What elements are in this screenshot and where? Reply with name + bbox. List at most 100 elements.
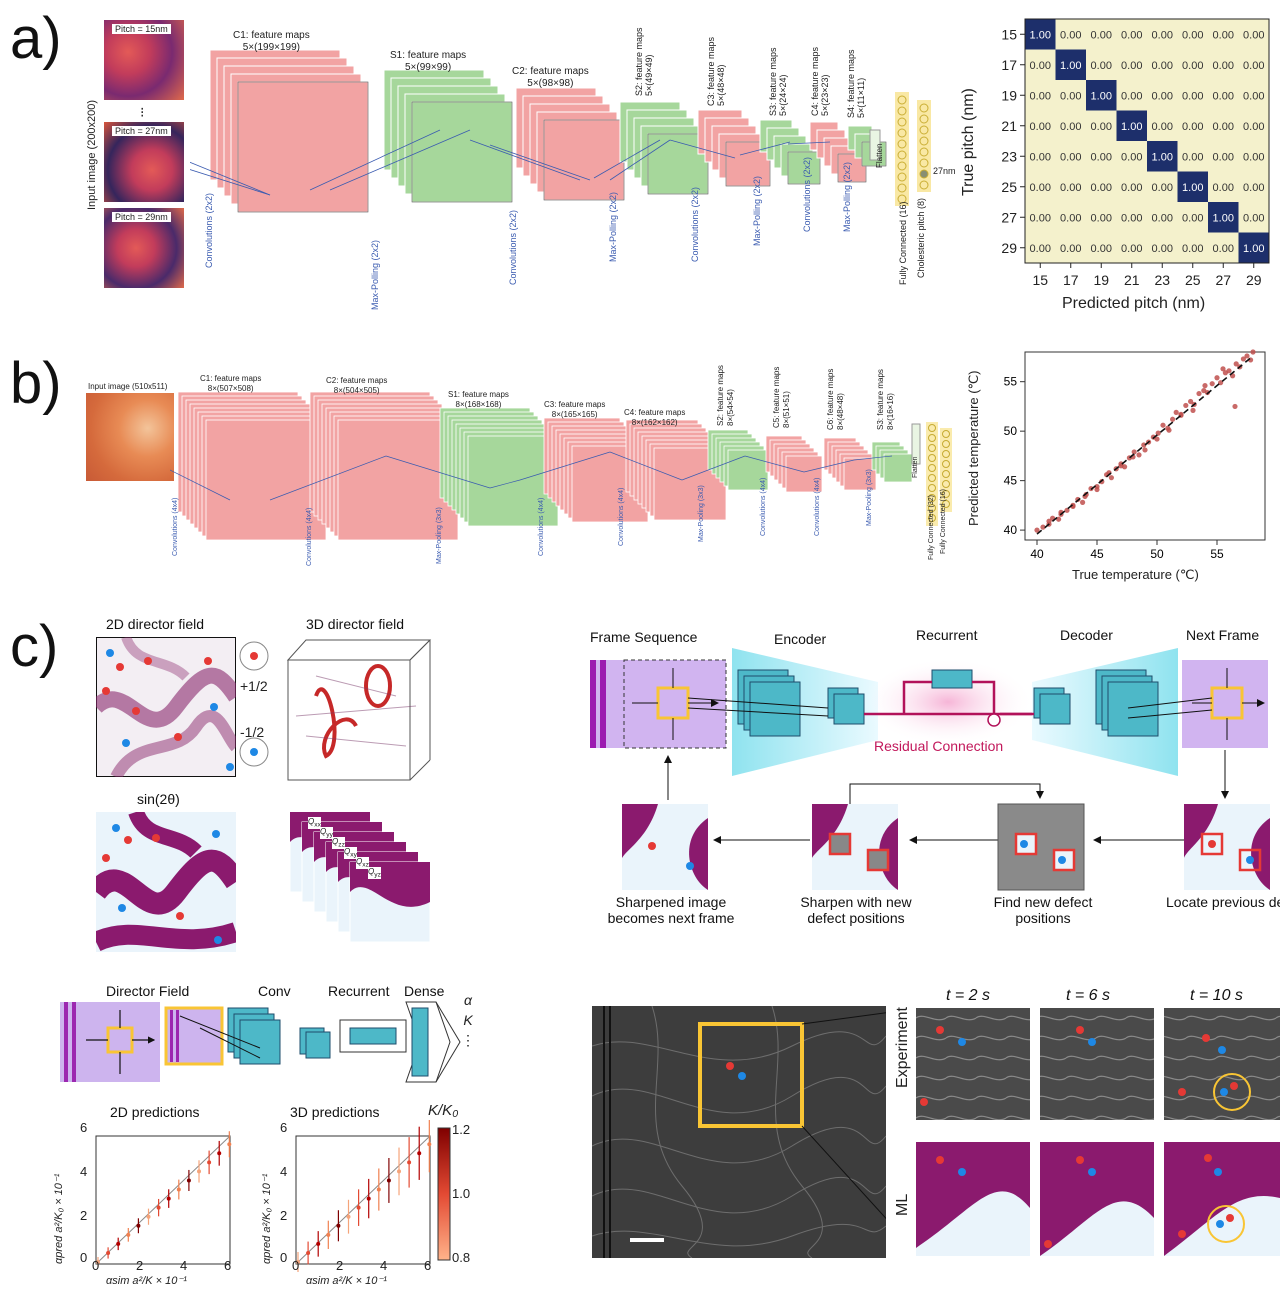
c-q-label-zz: Qzz — [332, 837, 345, 849]
a-op-7: Convolutions (2x2) — [802, 156, 812, 232]
c-pred3d-title: 3D predictions — [290, 1104, 380, 1120]
c-3d-xtick-0: 0 — [292, 1258, 300, 1273]
cm-value: 0.00 — [1121, 29, 1142, 41]
c-step-2: Sharpen with new defect positions — [800, 894, 912, 926]
cm-cell — [1025, 49, 1056, 80]
cm-cell — [1055, 232, 1086, 263]
a-feature-map-outline — [411, 101, 513, 203]
b-stack-title-9: S3: feature maps 8×(16×16) — [876, 369, 895, 430]
cm-cell — [1147, 141, 1178, 172]
scatter-point — [1190, 407, 1196, 413]
cm-cell — [1086, 232, 1117, 263]
a-connector-line — [669, 139, 736, 159]
cm-cell — [1025, 202, 1056, 233]
b-feature-map — [205, 419, 327, 541]
c-3d-ytick-4: 4 — [280, 1164, 288, 1179]
b-op-9: Max-Pooling (3x3) — [866, 469, 873, 526]
cm-value: 0.00 — [1182, 151, 1203, 163]
scatter-point — [1173, 409, 1179, 415]
scatter-point — [1226, 368, 1232, 374]
cm-cell — [1177, 141, 1208, 172]
c-2d-ytick-4: 4 — [80, 1164, 88, 1179]
a-connector-line — [787, 141, 831, 145]
a-stack-title-4: S2: feature maps 5×(49×49) — [634, 27, 654, 96]
cm-xtick: 17 — [1063, 272, 1079, 288]
cm-value: 0.00 — [1091, 182, 1112, 194]
cm-cell — [1116, 19, 1147, 50]
cm-value: 0.00 — [1182, 212, 1203, 224]
b-stack-title-3: S1: feature maps 8×(168×168) — [448, 390, 509, 409]
cm-cell — [1208, 49, 1239, 80]
scatter-point — [1233, 361, 1239, 367]
cm-cell — [1025, 232, 1056, 263]
cm-value: 0.00 — [1121, 182, 1142, 194]
b-feature-map — [883, 453, 913, 483]
scatter-point — [1214, 375, 1220, 381]
a-flatten-box — [869, 129, 881, 161]
a-fc: Fully Connected (16) — [898, 201, 908, 285]
cm-cell — [1238, 80, 1269, 111]
cm-frame — [1024, 18, 1270, 264]
a-pitch-label-3: Pitch = 29nm — [112, 212, 171, 222]
pred-point — [227, 1142, 232, 1147]
c-3d-field — [286, 639, 432, 781]
cm-value: 0.00 — [1091, 243, 1112, 255]
cm-value: 0.00 — [1152, 182, 1173, 194]
cm-cell — [1177, 171, 1208, 202]
scatter-fit-line — [1036, 355, 1254, 535]
c-2d-xlabel: αsim a²/K × 10⁻¹ — [106, 1275, 187, 1287]
scatter-point — [1040, 524, 1046, 530]
a-cm-ylabel: True pitch (nm) — [960, 88, 977, 196]
cm-value: 0.00 — [1152, 212, 1173, 224]
cm-ytick: 25 — [1001, 179, 1017, 195]
b-connector-line — [803, 459, 855, 473]
c-flow-recurrent: Recurrent — [916, 627, 978, 643]
cm-value: 0.00 — [1030, 151, 1051, 163]
pred-point — [156, 1205, 161, 1210]
cm-cell — [1055, 49, 1086, 80]
cm-cell — [1147, 80, 1178, 111]
b-op-7: Convolutions (4x4) — [760, 477, 767, 536]
cm-value: 0.00 — [1121, 243, 1142, 255]
c-cbar-title: K/K₀ — [428, 1102, 459, 1119]
pred-point — [116, 1241, 121, 1246]
cm-cell — [1147, 110, 1178, 141]
pred-point — [386, 1178, 391, 1183]
cm-value: 0.00 — [1030, 212, 1051, 224]
cm-cell — [1147, 171, 1178, 202]
c-2d-xtick-0: 0 — [92, 1258, 100, 1273]
cm-value: 0.00 — [1060, 151, 1081, 163]
scatter-ytick: 50 — [1004, 424, 1018, 438]
c-time-2: t = 6 s — [1066, 987, 1111, 1004]
c-out-k: K — [463, 1012, 473, 1028]
cm-cell — [1177, 49, 1208, 80]
b-stack-title-4: C3: feature maps 8×(165×165) — [544, 400, 606, 419]
b-fc-neuron — [928, 474, 936, 482]
cm-value: 0.00 — [1182, 243, 1203, 255]
scatter-point — [1160, 422, 1166, 428]
cm-cell — [1177, 110, 1208, 141]
b-fc-neuron — [942, 430, 950, 438]
c-q-label-yz: Qyz — [368, 867, 381, 879]
b-stack-title-5: C4: feature maps 8×(162×162) — [624, 408, 686, 427]
cm-xtick: 25 — [1185, 272, 1201, 288]
cm-cell — [1055, 80, 1086, 111]
c-2d-title: 2D director field — [106, 616, 205, 632]
b-op-4: Convolutions (4x4) — [538, 497, 545, 556]
b-network-svg — [170, 391, 952, 541]
c-defect-legend — [239, 641, 269, 767]
a-stack-title-6: S3: feature maps 5×(24×24) — [768, 47, 788, 116]
a-connector-line — [309, 129, 441, 191]
scatter-point — [1209, 381, 1215, 387]
c-3d-ytick-0: 0 — [280, 1250, 288, 1265]
b-stack-title-6: S2: feature maps 8×(54×54) — [716, 365, 735, 426]
cm-cell — [1086, 141, 1117, 172]
c-net-df-label: Director Field — [106, 983, 190, 999]
b-fc-column — [926, 422, 938, 526]
cm-cell — [1055, 171, 1086, 202]
b-connector-line — [170, 469, 231, 501]
b-fc-neuron — [928, 514, 936, 522]
scatter-point — [1070, 502, 1076, 508]
c-out-dots: ⋮ — [461, 1032, 475, 1048]
cm-cell — [1116, 141, 1147, 172]
